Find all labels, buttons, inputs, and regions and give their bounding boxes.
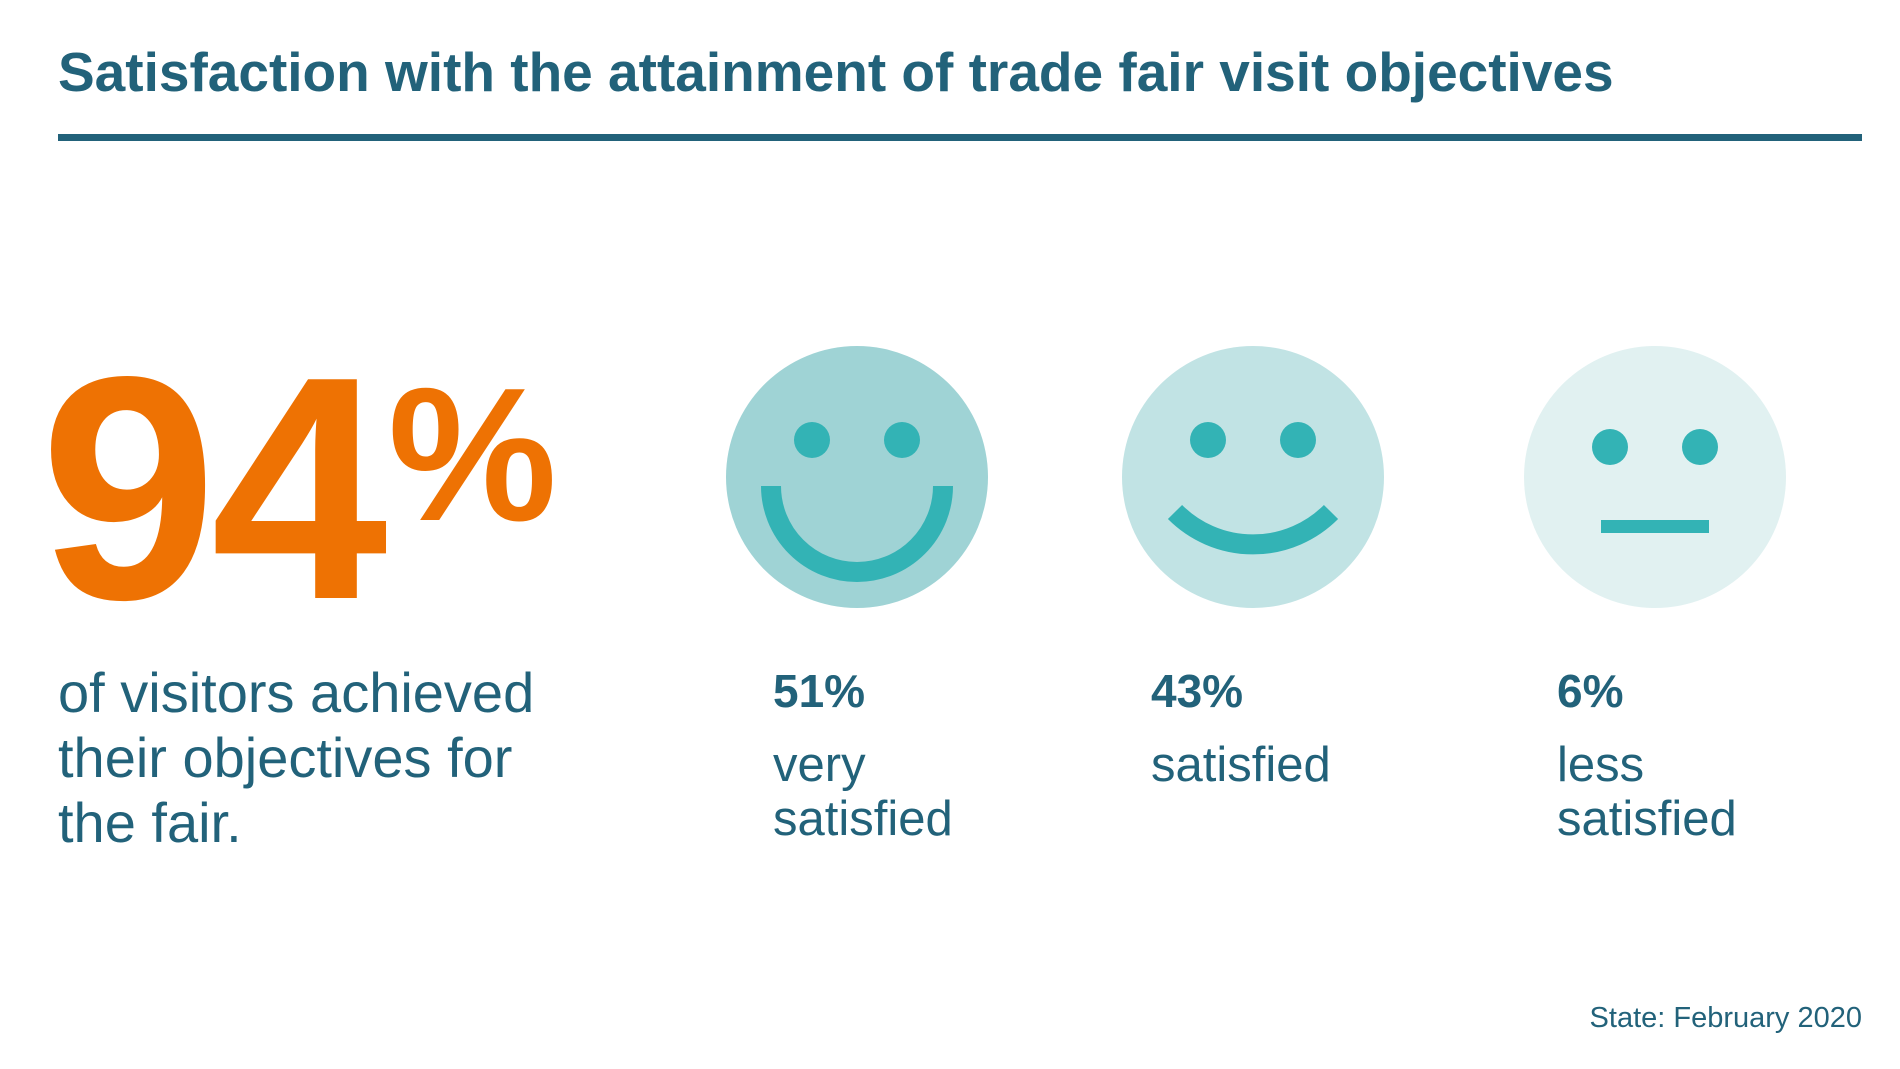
big-number: 94 [40,311,388,666]
highlight-text: of visitors achieved their objectives fo… [58,661,535,854]
label: satisfied [1151,738,1331,792]
face-less-satisfied [1524,346,1786,608]
footnote: State: February 2020 [1589,1002,1862,1034]
eye [1682,429,1718,465]
eye [794,422,830,458]
title-rule [58,134,1862,141]
face-satisfied [1122,346,1384,608]
percent: 51% [773,665,866,717]
face [1122,346,1384,608]
title: Satisfaction with the attainment of trad… [58,41,1614,103]
label: less satisfied [1557,738,1737,846]
big-unit: % [388,349,557,561]
mouth [761,485,953,582]
face [1524,346,1786,608]
percent: 43% [1151,665,1244,717]
label: very satisfied [773,738,953,846]
eye [1190,422,1226,458]
eye [1592,429,1628,465]
percent: 6% [1557,665,1624,717]
eye [1280,422,1316,458]
mouth [1167,504,1339,555]
face-very-satisfied [726,346,988,608]
eye [884,422,920,458]
mouth [1601,520,1709,533]
